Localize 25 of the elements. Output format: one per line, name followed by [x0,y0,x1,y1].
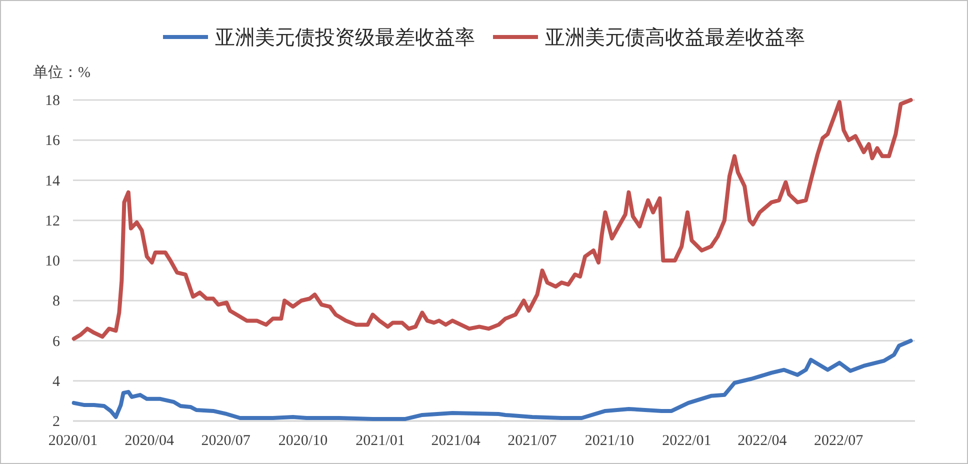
y-tick-label: 10 [45,254,60,270]
y-tick-label: 8 [52,294,60,310]
y-tick-label: 12 [45,213,60,230]
x-tick-label: 2020/04 [124,433,174,449]
x-tick-label: 2021/10 [584,433,634,449]
x-tick-label: 2020/07 [201,433,251,449]
y-tick-label: 4 [52,374,60,390]
y-tick-label: 18 [45,93,60,109]
legend-label: 亚洲美元债高收益最差收益率 [545,26,805,49]
y-tick-label: 16 [45,133,60,150]
y-tick-label: 2 [52,414,60,430]
line-series [72,98,913,341]
x-tick-label: 2022/04 [738,433,788,449]
y-tick-label: 14 [45,173,60,190]
x-tick-label: 2022/01 [662,433,712,449]
y-tick-label: 6 [52,334,60,350]
x-tick-label: 2020/10 [278,433,328,449]
x-tick-label: 2021/01 [356,433,405,449]
x-tick-label: 2022/07 [814,433,864,449]
text: 单位：% [33,64,90,81]
line-series [72,338,913,421]
x-tick-label: 2021/04 [431,433,481,449]
x-tick-label: 2020/01 [48,433,98,449]
x-tick-label: 2021/07 [508,433,558,449]
legend-label: 亚洲美元债投资级最差收益率 [215,26,475,49]
